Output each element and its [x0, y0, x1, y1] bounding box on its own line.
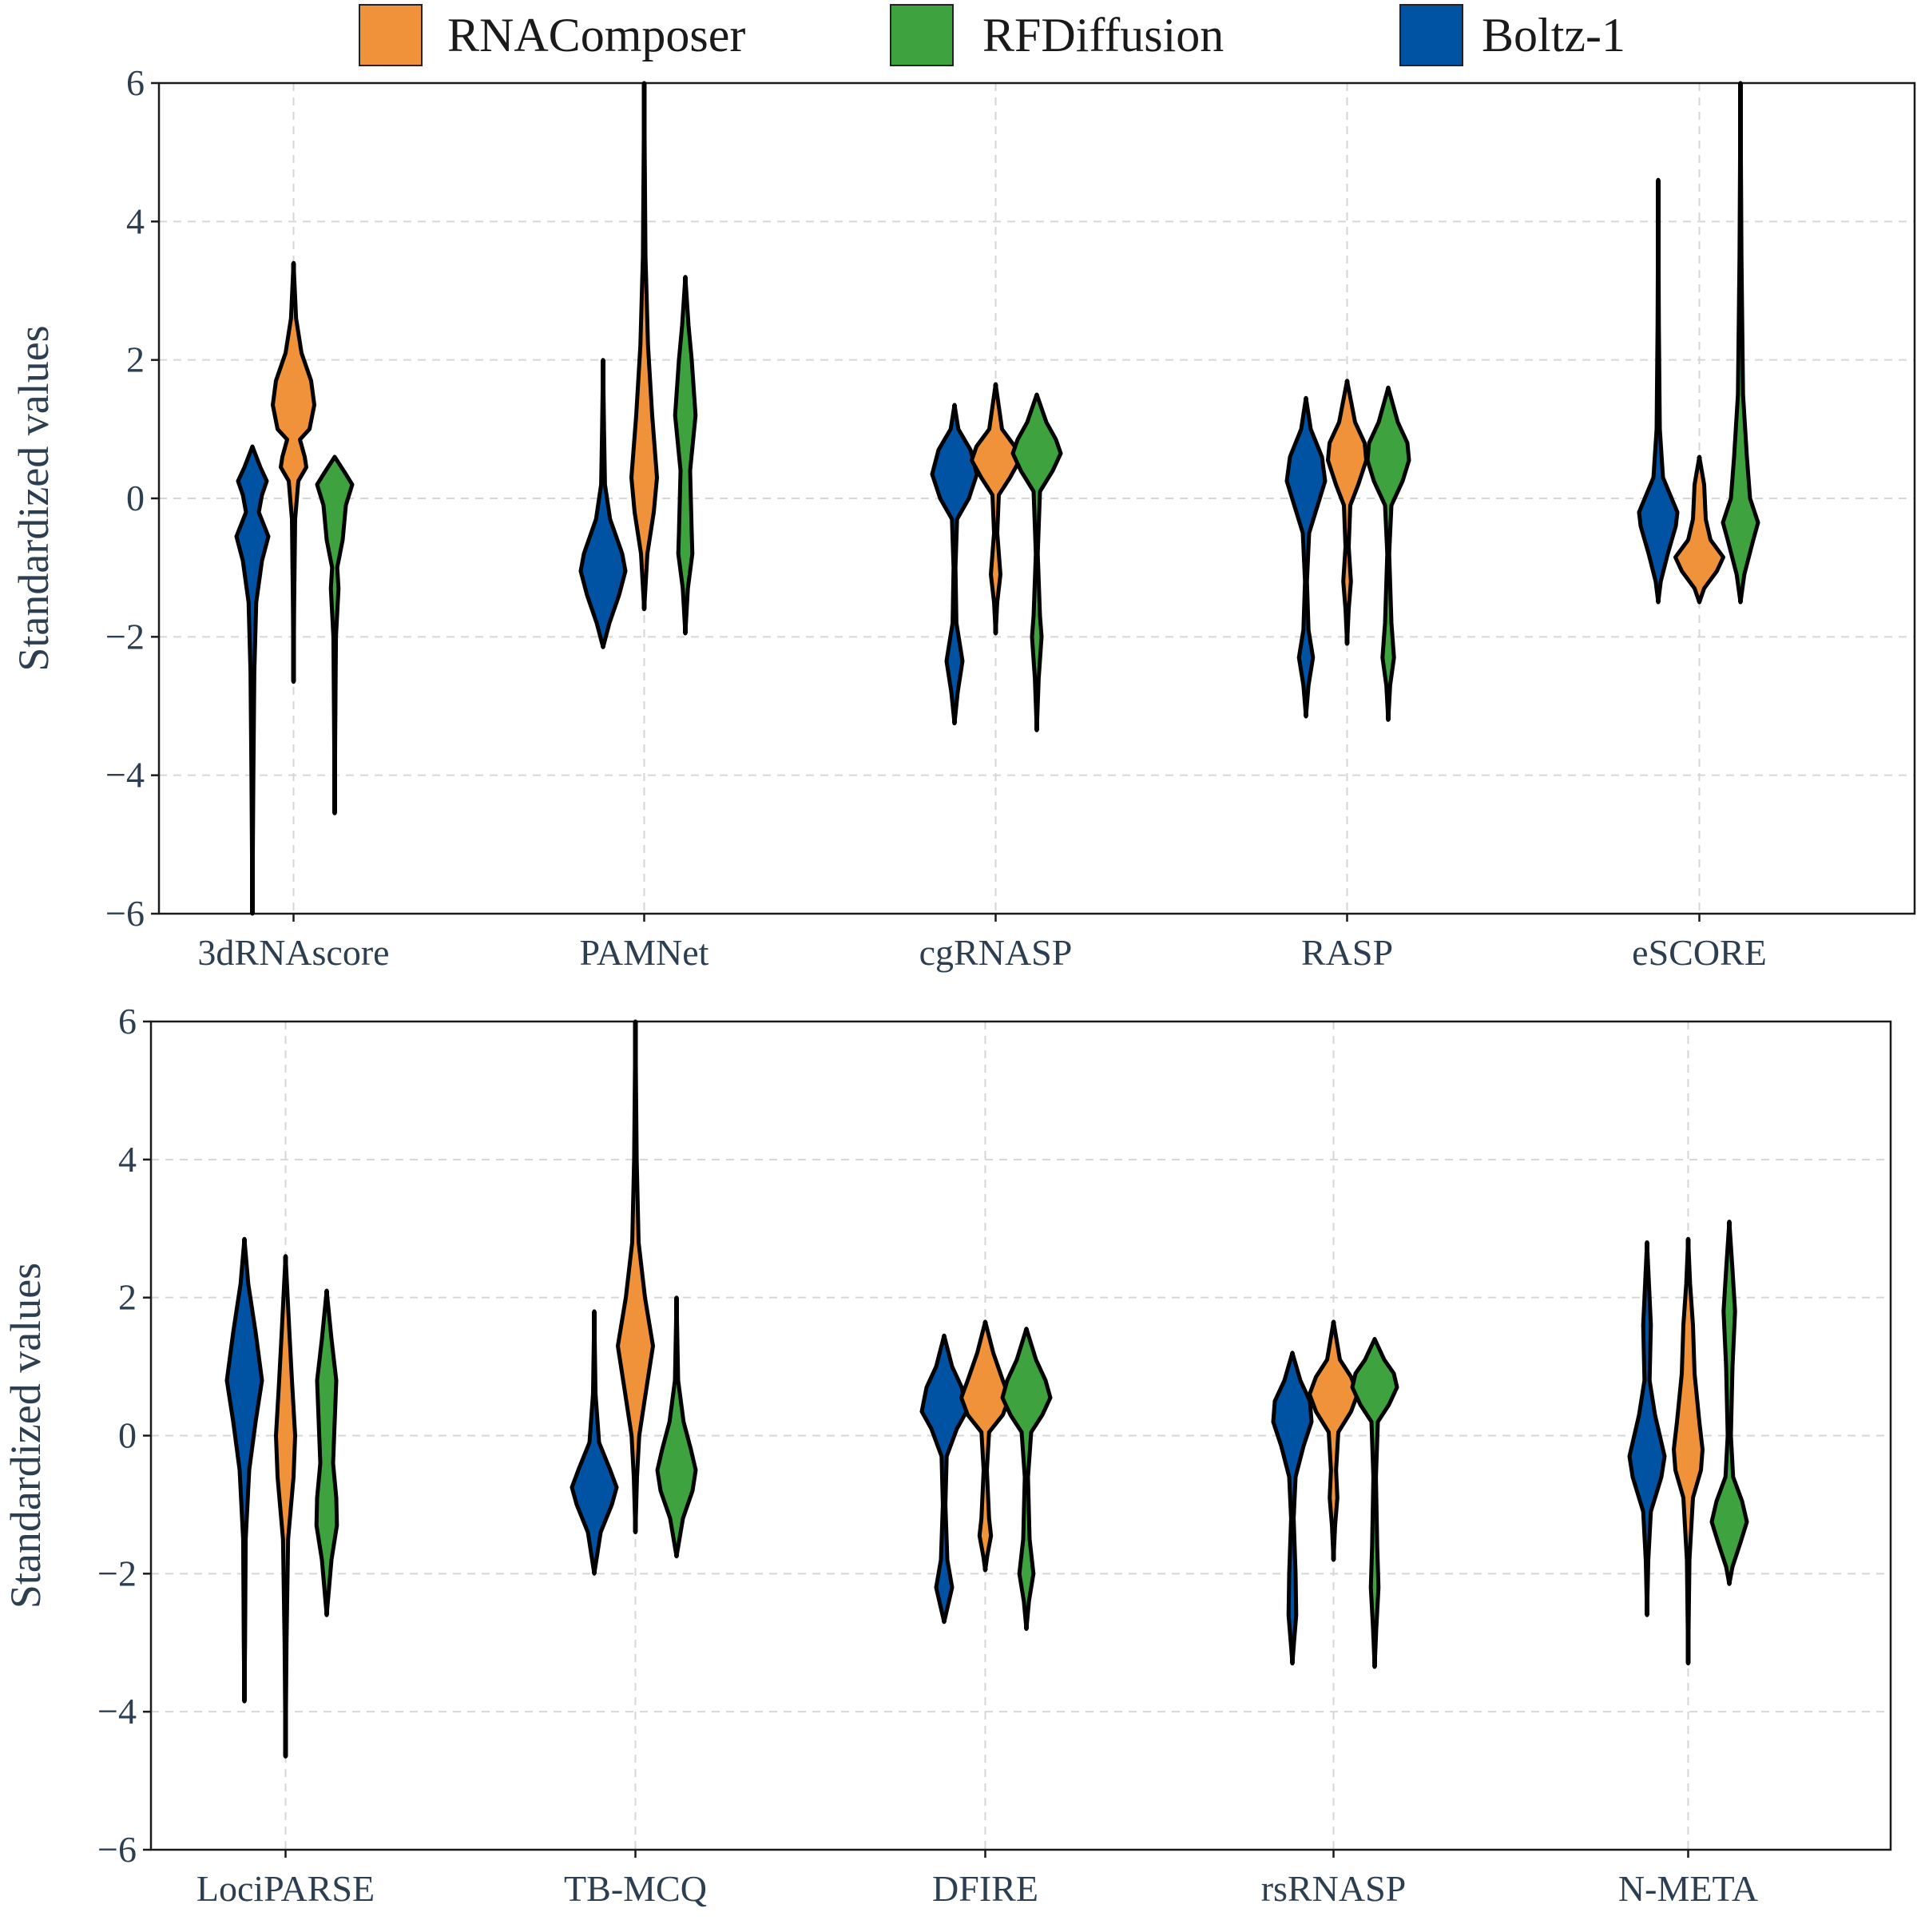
violin-boltz-1-pamnet	[578, 358, 628, 649]
violin-boltz-1-dfire	[919, 1333, 969, 1625]
y-tick-label: 0	[118, 1415, 137, 1456]
legend: RNAComposer RFDiffusion Boltz-1	[359, 4, 1625, 66]
y-tick-label: −6	[105, 893, 145, 934]
violin-body	[234, 444, 271, 916]
violin-body	[655, 1295, 698, 1559]
y-tick-label: −2	[97, 1553, 137, 1593]
violin-rfdiffusion-rsrnasp	[1350, 1337, 1399, 1669]
violin-rfdiffusion-lociparse	[314, 1288, 339, 1617]
violin-rnacomposer-cgrnasp	[970, 382, 1022, 636]
y-axis-label: Standardized values	[2, 1263, 50, 1609]
violin-body	[1000, 1327, 1053, 1631]
y-tick-label: 4	[126, 200, 145, 241]
violin-rfdiffusion-tb-mcq	[655, 1295, 698, 1559]
violin-body	[673, 275, 698, 636]
violin-rfdiffusion-n-meta	[1709, 1220, 1749, 1586]
violin-body	[919, 1333, 969, 1625]
violin-boltz-1-rsrnasp	[1271, 1351, 1314, 1666]
x-tick-label-escore: eSCORE	[1632, 932, 1767, 973]
violin-body	[1721, 81, 1760, 605]
violin-body	[274, 1254, 297, 1759]
x-tick-label-pamnet: PAMNet	[580, 932, 709, 973]
violin-body	[315, 454, 355, 815]
violin-rfdiffusion-cgrnasp	[1010, 392, 1063, 732]
legend-swatch-boltz-1	[1399, 4, 1463, 66]
violin-rfdiffusion-escore	[1721, 81, 1760, 605]
violin-rnacomposer-escore	[1673, 454, 1725, 605]
violin-boltz-1-escore	[1637, 177, 1680, 605]
violin-rnacomposer-tb-mcq	[616, 1019, 655, 1534]
violin-rnacomposer-rasp	[1326, 379, 1368, 646]
violin-boltz-1-n-meta	[1627, 1240, 1667, 1617]
violin-rnacomposer-pamnet	[629, 81, 659, 612]
violin-body	[1271, 1351, 1314, 1666]
y-axis-label: Standardized values	[10, 325, 58, 671]
legend-swatch-rfdiffusion	[890, 4, 954, 66]
violin-body	[1308, 1319, 1359, 1562]
violin-body	[616, 1019, 655, 1534]
x-tick-label-lociparse: LociPARSE	[196, 1868, 375, 1909]
x-tick-label-rasp: RASP	[1301, 932, 1393, 973]
violin-body	[1627, 1240, 1667, 1617]
top-violin-panel: −6 −4 −2 0 2 4 6 3dRNAscore PAMNet cgRNASP RASP eSC…	[10, 62, 1916, 973]
violin-body	[314, 1288, 339, 1617]
violin-body	[629, 81, 659, 612]
violin-body	[570, 1309, 619, 1576]
violin-boltz-1-rasp	[1284, 395, 1328, 719]
violin-boltz-1-lociparse	[224, 1236, 264, 1704]
x-tick-label-3drnascore: 3dRNAscore	[197, 932, 389, 973]
violin-boltz-1-3drnascore	[234, 444, 271, 916]
violin-rfdiffusion-pamnet	[673, 275, 698, 636]
y-tick-label: 4	[118, 1139, 137, 1180]
violin-boltz-1-cgrnasp	[930, 403, 979, 726]
violin-body	[578, 358, 628, 649]
violin-body	[271, 260, 316, 684]
x-tick-label-cgrnasp: cgRNASP	[919, 932, 1073, 973]
bottom-violin-panel: −6 −4 −2 0 2 4 6 LociPARSE TB-MCQ DFIRE rsRNASP N-M…	[2, 1001, 1892, 1909]
violin-body	[1010, 392, 1063, 732]
y-tick-label: 2	[126, 339, 145, 380]
legend-label-rfdiffusion: RFDiffusion	[982, 9, 1224, 61]
violin-body	[1365, 385, 1411, 722]
legend-label-rnacomposer: RNAComposer	[447, 9, 745, 61]
violin-body	[1284, 395, 1328, 719]
y-tick-label: −2	[105, 616, 145, 657]
violin-body	[1326, 379, 1368, 646]
x-tick-label-n-meta: N-META	[1618, 1868, 1758, 1909]
violin-rfdiffusion-3drnascore	[315, 454, 355, 815]
violin-body	[930, 403, 979, 726]
violin-rfdiffusion-dfire	[1000, 1327, 1053, 1631]
violin-rnacomposer-n-meta	[1672, 1236, 1705, 1666]
x-tick-label-dfire: DFIRE	[932, 1868, 1038, 1909]
violin-rnacomposer-dfire	[959, 1319, 1011, 1573]
violin-rnacomposer-rsrnasp	[1308, 1319, 1359, 1562]
legend-swatch-rnacomposer	[359, 4, 423, 66]
violin-body	[1672, 1236, 1705, 1666]
y-tick-label: −4	[97, 1691, 137, 1732]
y-tick-label: 6	[126, 62, 145, 103]
violin-rnacomposer-3drnascore	[271, 260, 316, 684]
y-tick-label: −6	[97, 1829, 137, 1870]
violin-body	[1709, 1220, 1749, 1586]
violin-body	[959, 1319, 1011, 1573]
x-tick-label-tb-mcq: TB-MCQ	[564, 1868, 707, 1909]
violin-body	[1673, 454, 1725, 605]
legend-label-boltz-1: Boltz-1	[1482, 9, 1625, 61]
violin-rnacomposer-lociparse	[274, 1254, 297, 1759]
violin-rfdiffusion-rasp	[1365, 385, 1411, 722]
violin-body	[970, 382, 1022, 636]
violin-boltz-1-tb-mcq	[570, 1309, 619, 1576]
y-tick-label: 6	[118, 1001, 137, 1041]
y-tick-label: 2	[118, 1277, 137, 1318]
violin-body	[1637, 177, 1680, 605]
y-tick-label: 0	[126, 478, 145, 518]
y-tick-label: −4	[105, 755, 145, 795]
violin-body	[1350, 1337, 1399, 1669]
violin-body	[224, 1236, 264, 1704]
x-tick-label-rsrnasp: rsRNASP	[1261, 1868, 1407, 1909]
